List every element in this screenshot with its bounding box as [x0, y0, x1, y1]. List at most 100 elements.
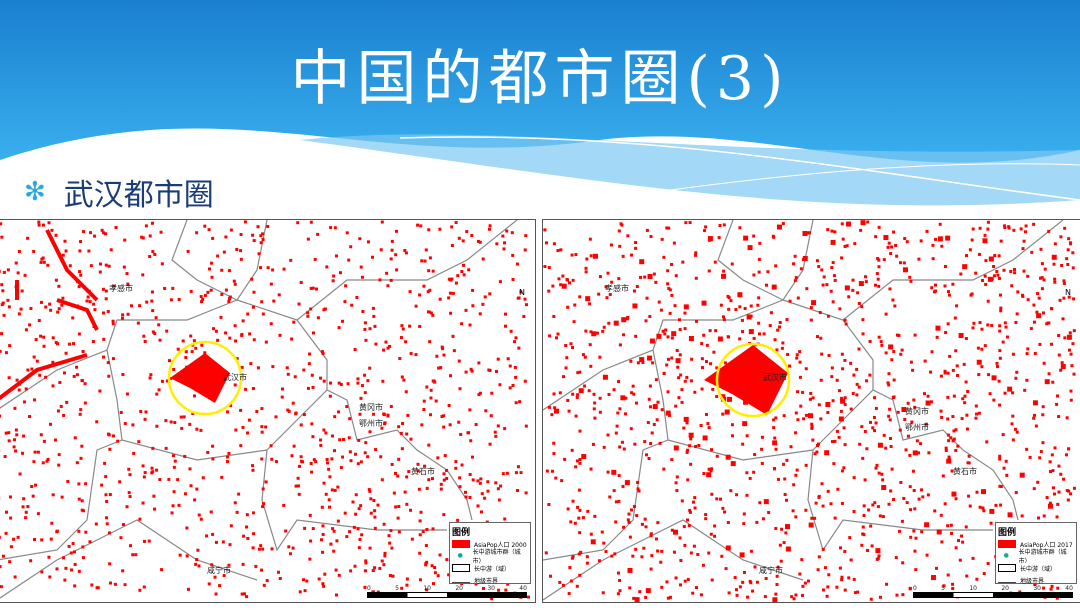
population-cell [102, 355, 106, 359]
population-cell [26, 505, 30, 509]
population-cell [442, 414, 446, 418]
population-cell [1072, 372, 1076, 376]
population-cell [494, 434, 498, 438]
population-cell [54, 278, 58, 282]
population-cell [1011, 352, 1015, 356]
population-cell [576, 393, 580, 397]
population-cell [792, 597, 796, 601]
population-cell [311, 385, 315, 389]
population-cell [645, 453, 649, 457]
population-cell [56, 310, 60, 314]
population-cell [932, 290, 936, 294]
population-cell [559, 283, 563, 287]
population-cell [80, 379, 84, 383]
population-cell [1059, 472, 1063, 476]
population-cell [328, 394, 332, 398]
population-cell [618, 445, 622, 449]
population-cell [389, 278, 393, 282]
population-cell [158, 338, 162, 342]
population-cell [139, 410, 143, 414]
population-cell [887, 241, 891, 245]
population-cell [984, 282, 988, 286]
population-cell [667, 286, 671, 290]
population-cell [980, 365, 984, 369]
population-cell [98, 389, 102, 393]
population-cell [165, 379, 169, 383]
population-cell [1067, 348, 1071, 352]
population-cell [727, 307, 731, 311]
population-cell [406, 413, 410, 417]
population-cell [756, 303, 760, 307]
population-cell [601, 591, 605, 595]
scale-tick: 10 [423, 585, 431, 592]
population-cell [1057, 464, 1061, 468]
population-cell [959, 335, 963, 339]
population-cell [794, 593, 798, 597]
population-cell [208, 267, 212, 271]
population-cell [881, 484, 887, 490]
population-cell [666, 335, 670, 339]
population-cell [121, 313, 125, 317]
population-cell [941, 474, 945, 478]
population-cell [836, 487, 840, 491]
population-cell [666, 269, 670, 273]
population-cell [702, 333, 706, 337]
population-cell [547, 405, 551, 409]
population-cell [826, 585, 830, 589]
population-cell [934, 237, 938, 241]
population-cell [900, 348, 904, 352]
population-cell [293, 375, 297, 379]
population-cell [48, 575, 52, 579]
population-cell [294, 411, 298, 415]
population-cell [590, 539, 596, 545]
population-cell [91, 339, 95, 343]
population-cell [69, 551, 73, 555]
population-cell [694, 444, 698, 448]
population-cell [45, 459, 49, 463]
population-cell [673, 304, 677, 308]
population-cell [148, 255, 152, 259]
population-cell [888, 407, 892, 411]
population-cell [774, 526, 778, 530]
population-cell [649, 338, 655, 344]
population-cell [778, 325, 782, 329]
population-cell [880, 472, 884, 476]
population-cell [239, 233, 243, 237]
population-cell [193, 498, 197, 502]
population-cell [425, 527, 429, 531]
population-cell [1, 554, 5, 558]
population-cell [128, 495, 132, 499]
population-cell [644, 319, 648, 323]
population-cell [1055, 402, 1059, 406]
population-cell [693, 390, 697, 394]
population-cell [643, 275, 647, 279]
population-cell [695, 586, 699, 590]
population-cell [607, 321, 611, 325]
population-cell [980, 278, 984, 282]
population-cell [613, 320, 619, 326]
population-cell [610, 554, 614, 558]
population-cell [442, 513, 446, 517]
population-cell [468, 323, 472, 327]
population-cell [913, 507, 917, 511]
population-cell [961, 540, 965, 544]
population-cell [689, 462, 693, 466]
boundary-line [236, 299, 328, 390]
population-cell [849, 361, 853, 365]
population-cell [1065, 488, 1069, 492]
population-cell [977, 411, 981, 415]
population-cell [793, 279, 797, 283]
population-cell [626, 518, 630, 522]
population-cell [617, 474, 621, 478]
population-cell [24, 510, 28, 514]
population-cell [390, 462, 394, 466]
population-cell [708, 329, 712, 333]
population-cell [954, 497, 958, 501]
population-cell [738, 226, 742, 230]
population-cell [239, 444, 243, 448]
population-cell [743, 306, 747, 310]
population-cell [558, 580, 562, 584]
population-cell [816, 335, 820, 339]
population-cell [670, 528, 674, 532]
population-cell [428, 256, 432, 260]
